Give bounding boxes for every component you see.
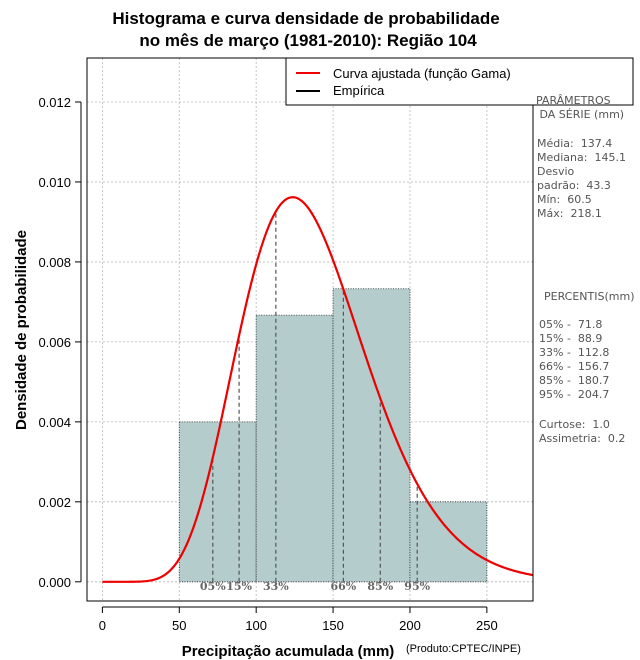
y-tick-label-4: 0.008: [38, 255, 71, 270]
percentile-labels: 05% 15% 33% 66% 85% 95%: [200, 580, 431, 593]
histogram-bar-0: [178, 421, 257, 583]
y-axis-label: Densidade de probabilidade: [13, 230, 30, 430]
percentile-label-95%: 95%: [404, 580, 430, 593]
stat-desvio-2: padrão: 43.3: [537, 179, 611, 192]
x-tick-label-3: 150: [322, 618, 344, 633]
percentile-label-66%: 66%: [330, 580, 356, 593]
x-tick-label-1: 50: [172, 618, 186, 633]
product-credit: (Produto:CPTEC/INPE): [406, 643, 521, 655]
y-tick-label-1: 0.002: [38, 495, 71, 510]
stat-p95: 95% - 204.7: [539, 388, 609, 401]
legend-box: [285, 57, 634, 106]
histogram-bar-1: [255, 314, 334, 583]
x-axis-label: Precipitação acumulada (mm): [182, 643, 395, 660]
percentis-heading: PERCENTIS(mm): [544, 290, 635, 303]
x-tick-label-5: 250: [476, 618, 498, 633]
stats-panel: PARÂMETROS DA SÉRIE (mm) Média: 137.4 Me…: [536, 94, 635, 445]
percentile-label-05%: 05%: [200, 580, 226, 593]
chart-title-line-2: no mês de março (1981-2010): Região 104: [139, 31, 477, 50]
params-heading-2: DA SÉRIE (mm): [536, 108, 624, 121]
histogram-bar-2: [332, 288, 411, 583]
legend: Curva ajustada (função Gama) Empírica: [285, 57, 634, 106]
stat-assimetria: Assimetria: 0.2: [539, 432, 625, 445]
legend-label-empirica: Empírica: [333, 83, 385, 98]
x-tick-label-4: 200: [399, 618, 421, 633]
stat-p15: 15% - 88.9: [539, 332, 602, 345]
y-axis: 0.000 0.002 0.004 0.006 0.008 0.010 0.012: [38, 95, 82, 590]
x-tick-label-2: 100: [245, 618, 267, 633]
histogram-bar-3: [409, 501, 488, 583]
percentile-label-85%: 85%: [367, 580, 393, 593]
x-tick-label-0: 0: [99, 618, 106, 633]
gamma-fit-curve: [102, 196, 533, 583]
stat-p85: 85% - 180.7: [539, 374, 609, 387]
histogram-bars: [178, 288, 488, 583]
stat-p33: 33% - 112.8: [539, 346, 609, 359]
percentile-label-15%: 15%: [226, 580, 252, 593]
percentile-lines: [212, 211, 418, 582]
y-tick-label-0: 0.000: [38, 575, 71, 590]
stat-p66: 66% - 156.7: [539, 360, 609, 373]
stat-max: Máx: 218.1: [537, 207, 602, 220]
x-axis: 0 50 100 150 200 250: [99, 606, 498, 633]
stat-desvio-1: Desvio: [537, 165, 575, 178]
y-tick-label-5: 0.010: [38, 175, 71, 190]
stat-mediana: Mediana: 145.1: [537, 151, 626, 164]
percentile-label-33%: 33%: [263, 580, 289, 593]
stat-media: Média: 137.4: [537, 137, 612, 150]
legend-label-gamma: Curva ajustada (função Gama): [333, 66, 511, 81]
params-heading-1: PARÂMETROS: [536, 94, 611, 107]
y-tick-label-6: 0.012: [38, 95, 71, 110]
stat-min: Mín: 60.5: [537, 193, 592, 206]
y-tick-label-3: 0.006: [38, 335, 71, 350]
stat-p05: 05% - 71.8: [539, 318, 602, 331]
y-tick-label-2: 0.004: [38, 415, 71, 430]
stat-curtose: Curtose: 1.0: [539, 418, 610, 431]
chart-title-line-1: Histograma e curva densidade de probabil…: [112, 9, 499, 28]
